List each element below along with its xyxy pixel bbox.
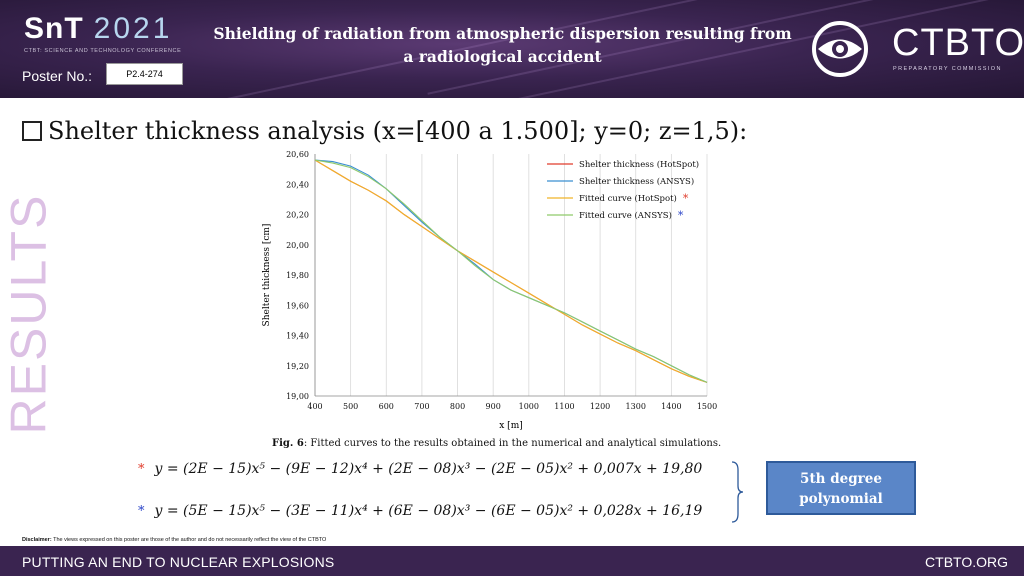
x-tick-label: 1300 <box>626 402 646 411</box>
snt-logo-subtitle: CTBT: SCIENCE AND TECHNOLOGY CONFERENCE <box>24 48 182 54</box>
x-tick-labels: 400 500 600 700 800 900 1000 1100 1200 1300 1400 15… <box>307 402 717 411</box>
legend-label: Fitted curve (ANSYS) <box>579 210 672 221</box>
polynomial-box-line1: 5th degree <box>800 471 882 487</box>
legend-label: Shelter thickness (ANSYS) <box>579 176 694 187</box>
x-tick-label: 800 <box>450 402 465 411</box>
y-tick-label: 20,20 <box>286 211 309 220</box>
chart-legend: Shelter thickness (HotSpot) Shelter thick… <box>547 159 699 222</box>
legend-label: Fitted curve (HotSpot) <box>579 193 677 204</box>
section-heading-text: Shelter thickness analysis (x=[400 a 1.5… <box>48 117 748 145</box>
ansys-marker: * <box>138 504 145 519</box>
disclaimer: Disclaimer: The views expressed on this … <box>22 537 326 543</box>
x-tick-label: 1000 <box>519 402 539 411</box>
disclaimer-label: Disclaimer: <box>22 537 52 543</box>
y-tick-label: 19,80 <box>286 271 309 280</box>
y-tick-label: 19,00 <box>286 392 309 401</box>
x-axis-label: x [m] <box>499 421 523 431</box>
snt-logo: SnT 2021 <box>24 12 172 52</box>
curly-brace-icon <box>731 461 744 523</box>
x-tick-label: 400 <box>307 402 322 411</box>
ctbto-logo-subtitle: PREPARATORY COMMISSION <box>893 66 1002 72</box>
chart-series <box>314 159 708 383</box>
snt-logo-year: 2021 <box>93 12 173 45</box>
x-tick-label: 600 <box>379 402 394 411</box>
shelter-thickness-chart: 400 500 600 700 800 900 1000 1100 1200 1300 1400 15… <box>262 150 717 431</box>
x-tick-label: 1400 <box>661 402 681 411</box>
footer-slogan: PUTTING AN END TO NUCLEAR EXPLOSIONS <box>22 554 335 570</box>
figure-caption-text: : Fitted curves to the results obtained … <box>303 438 722 449</box>
y-tick-label: 19,40 <box>286 332 309 341</box>
poster-title: Shielding of radiation from atmospheric … <box>213 24 792 66</box>
x-tick-label: 1500 <box>697 402 717 411</box>
legend-label: Shelter thickness (HotSpot) <box>579 159 699 170</box>
y-tick-label: 19,20 <box>286 362 309 371</box>
poster-header: SnT 2021 CTBT: SCIENCE AND TECHNOLOGY CON… <box>0 0 1024 98</box>
equation-ansys-text: y = (5E − 15)x⁵ − (3E − 11)x⁴ + (6E − 08… <box>154 503 703 519</box>
y-axis-label: Shelter thickness [cm] <box>262 224 272 327</box>
legend-marker: * <box>678 209 684 222</box>
legend-marker: * <box>683 192 689 205</box>
poster-number-label: Poster No.: <box>22 68 93 84</box>
x-tick-label: 900 <box>486 402 501 411</box>
x-tick-label: 500 <box>343 402 358 411</box>
section-heading: Shelter thickness analysis (x=[400 a 1.5… <box>22 117 747 145</box>
x-tick-label: 700 <box>414 402 429 411</box>
disclaimer-text: The views expressed on this poster are t… <box>51 537 327 543</box>
snt-logo-text: SnT <box>24 12 84 45</box>
polynomial-degree-box: 5th degree polynomial <box>766 461 916 515</box>
series-line <box>314 159 708 383</box>
polynomial-box-line2: polynomial <box>799 491 883 507</box>
chart-grid <box>314 154 708 396</box>
checkbox-bullet-icon <box>22 121 42 141</box>
ctbto-emblem-icon <box>812 21 868 77</box>
x-tick-label: 1100 <box>554 402 574 411</box>
y-tick-labels: 19,00 19,20 19,40 19,60 19,80 20,00 20,20 20,40… <box>286 150 309 401</box>
equation-hotspot: * y = (2E − 15)x⁵ − (9E − 12)x⁴ + (2E − 0… <box>138 461 702 477</box>
x-tick-label: 1200 <box>590 402 610 411</box>
results-side-text: RESULTS <box>0 193 56 435</box>
footer-website-link[interactable]: CTBTO.ORG <box>925 554 1008 570</box>
ctbto-logo-text: CTBTO <box>892 22 1024 64</box>
y-tick-label: 20,40 <box>286 180 309 189</box>
figure-caption: Fig. 6: Fitted curves to the results obt… <box>272 438 721 449</box>
y-tick-label: 20,60 <box>286 150 309 159</box>
figure-caption-label: Fig. 6 <box>272 438 304 449</box>
chart-axes <box>314 154 707 397</box>
series-line <box>314 159 708 383</box>
y-tick-label: 20,00 <box>286 241 309 250</box>
equation-ansys: * y = (5E − 15)x⁵ − (3E − 11)x⁴ + (6E − 0… <box>138 503 702 519</box>
y-tick-label: 19,60 <box>286 301 309 310</box>
poster-footer: PUTTING AN END TO NUCLEAR EXPLOSIONS CTB… <box>0 546 1024 576</box>
hotspot-marker: * <box>138 462 145 477</box>
results-side-label: RESULTS <box>0 194 56 435</box>
equation-hotspot-text: y = (2E − 15)x⁵ − (9E − 12)x⁴ + (2E − 08… <box>154 461 703 477</box>
poster-number-box: P2.4-274 <box>106 63 183 85</box>
